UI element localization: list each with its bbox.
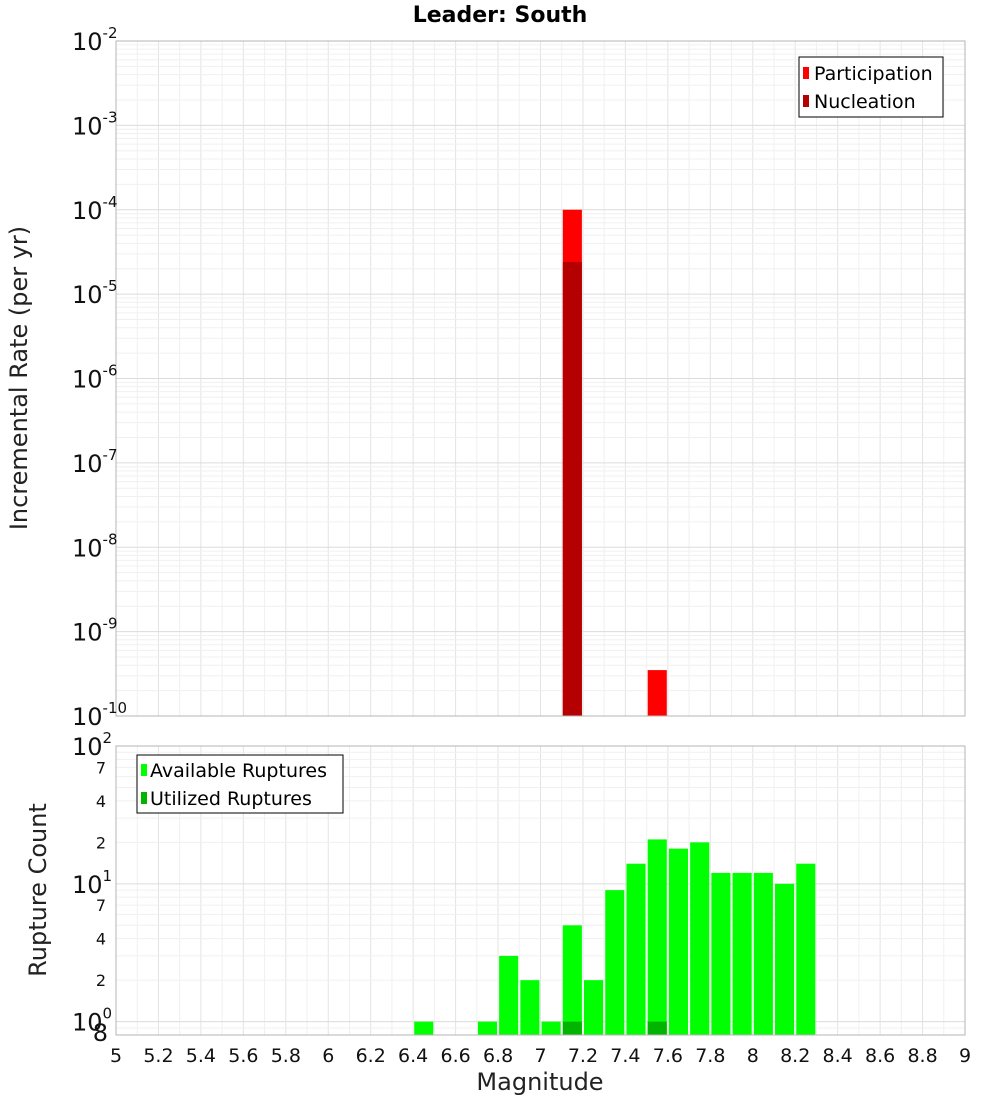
count-bar-a — [711, 872, 731, 1035]
x-tick-label: 6.6 — [440, 1045, 470, 1067]
rate-legend-label: Participation — [814, 63, 933, 85]
count-bar-a — [647, 839, 667, 1035]
count-y-major-label: 101 — [72, 867, 112, 899]
rate-legend-swatch — [803, 95, 809, 107]
count-legend-swatch — [141, 792, 147, 804]
x-tick-label: 6 — [322, 1045, 334, 1067]
x-tick-label: 8.2 — [780, 1045, 810, 1067]
count-bar-a — [541, 1021, 561, 1035]
x-tick-label: 5.4 — [186, 1045, 216, 1067]
count-frame — [115, 745, 966, 1036]
x-tick-label: 7 — [534, 1045, 546, 1067]
rate-y-tick-label: 10-10 — [72, 699, 127, 731]
count-y-major-label: 102 — [72, 729, 112, 761]
x-tick-label: 8.6 — [865, 1045, 895, 1067]
count-bar-a — [562, 925, 582, 1035]
count-bar-a — [520, 980, 540, 1035]
count-bar-a — [414, 1021, 434, 1035]
x-tick-label: 5 — [110, 1045, 122, 1067]
bottom-y-axis-label: Rupture Count — [24, 803, 52, 977]
count-bar-a — [753, 872, 773, 1035]
x-tick-label: 8.4 — [823, 1045, 853, 1067]
rate-legend-label: Nucleation — [814, 91, 916, 113]
count-legend-swatch — [141, 764, 147, 776]
x-tick-label: 6.2 — [356, 1045, 386, 1067]
x-tick-label: 8.8 — [907, 1045, 937, 1067]
count-bar-a — [477, 1021, 497, 1035]
x-tick-label: 8 — [747, 1045, 759, 1067]
count-y-minor-label: 7 — [96, 758, 106, 777]
count-legend-box — [136, 754, 344, 814]
rate-y-tick-label: 10-9 — [72, 615, 118, 647]
count-y-minor-label: 7 — [96, 896, 106, 915]
count-y-minor-label: 4 — [96, 792, 106, 811]
rate-panel: 10-2 10-3 10-4 10-5 10-6 10-7 10-8 10-9 10-10 Par… — [72, 24, 966, 731]
rate-y-tick-label: 10-5 — [72, 277, 118, 309]
x-tick-label: 9 — [959, 1045, 971, 1067]
rate-legend: Participation Nucleation — [798, 56, 944, 118]
count-bar-a — [796, 863, 816, 1035]
count-bar-a — [775, 883, 795, 1035]
x-tick-label: 5.8 — [271, 1045, 301, 1067]
x-axis-label: Magnitude — [476, 1068, 603, 1096]
count-bar-a — [668, 848, 689, 1035]
chart-title: Leader: South — [413, 3, 588, 28]
rate-legend-swatch — [803, 67, 809, 79]
rate-bar-a — [647, 670, 667, 716]
count-bar-a — [584, 980, 604, 1035]
count-bar-a — [690, 842, 710, 1035]
x-tick-label: 5.2 — [143, 1045, 173, 1067]
count-bar-a — [605, 890, 625, 1035]
count-y-minor-label: 4 — [96, 930, 106, 949]
count-bar-a — [626, 863, 646, 1035]
x-tick-label: 7.4 — [610, 1045, 640, 1067]
count-y-minor-label: 2 — [96, 833, 106, 852]
count-bar-a — [499, 955, 519, 1035]
x-tick-label: 7.2 — [568, 1045, 598, 1067]
rate-bar-b — [562, 262, 582, 716]
count-bar-b — [647, 1021, 667, 1035]
count-y-minor-label: 8 — [93, 1019, 108, 1047]
rate-y-tick-label: 10-4 — [72, 193, 118, 225]
x-tick-label: 7.6 — [653, 1045, 683, 1067]
rate-y-tick-label: 10-7 — [72, 446, 118, 478]
x-tick-label: 7.8 — [695, 1045, 725, 1067]
count-y-minor-label: 2 — [96, 971, 106, 990]
count-bar-b — [562, 1021, 582, 1035]
rate-y-tick-label: 10-8 — [72, 530, 118, 562]
rate-legend-box — [798, 56, 944, 118]
x-tick-label: 6.4 — [398, 1045, 428, 1067]
rate-y-tick-label: 10-6 — [72, 362, 118, 394]
count-bar-a — [732, 872, 752, 1035]
rate-y-tick-label: 10-2 — [72, 24, 118, 56]
count-y-major-label: 100 — [72, 1005, 112, 1037]
x-tick-label: 6.8 — [483, 1045, 513, 1067]
rate-frame — [115, 40, 966, 717]
count-legend: Available Ruptures Utilized Ruptures — [136, 754, 344, 814]
count-legend-label: Utilized Ruptures — [150, 788, 312, 810]
x-tick-label: 5.6 — [228, 1045, 258, 1067]
rate-y-tick-label: 10-3 — [72, 108, 118, 140]
count-legend-label: Available Ruptures — [150, 760, 327, 782]
top-y-axis-label: Incremental Rate (per yr) — [5, 226, 33, 530]
